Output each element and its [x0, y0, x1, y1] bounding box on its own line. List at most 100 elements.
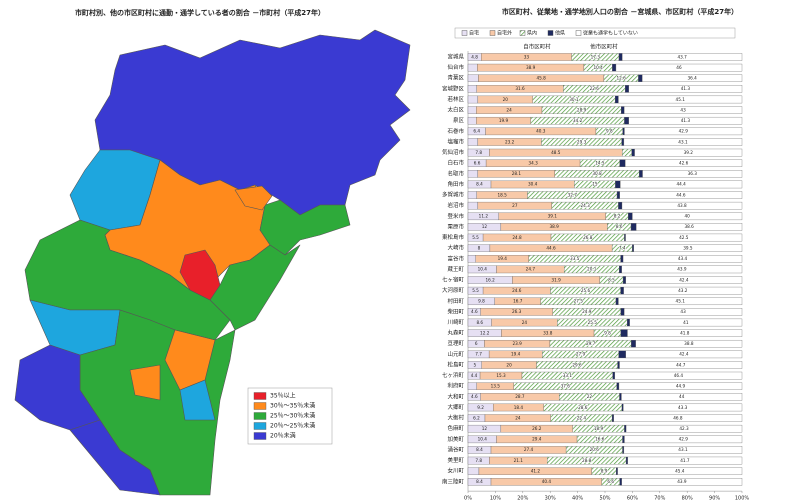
data-label: 25.5 [588, 320, 598, 325]
bar-segment [625, 424, 743, 433]
data-label: 27.5 [574, 299, 584, 304]
bar-segment [627, 329, 743, 337]
data-label: 12 [482, 426, 488, 431]
data-label: 44 [679, 394, 685, 399]
map-region [179, 249, 221, 301]
data-label: 34.2 [573, 118, 583, 123]
bar-segment [625, 159, 743, 167]
data-label: 27.4 [524, 447, 534, 452]
bar-segment [613, 414, 743, 422]
group-label: 自市区町村 [523, 43, 551, 51]
data-label: 15.3 [496, 373, 506, 378]
bar-segment [467, 467, 480, 475]
data-label: 24.8 [512, 235, 522, 240]
map-region [209, 244, 301, 331]
map-legend: 35％以上 30％～35％未満 25％～30％未満 20％～25％未満 20％未満 [253, 392, 315, 440]
data-label: 19.9 [499, 118, 509, 123]
data-label: 28.8 [582, 458, 592, 463]
data-label: 32.7 [568, 192, 578, 197]
data-label: 44.6 [546, 245, 556, 250]
data-label: 43.2 [678, 288, 688, 293]
bar-segment [624, 435, 743, 444]
data-label: 7.8 [475, 150, 482, 155]
data-label: 31.6 [515, 86, 525, 91]
legend-swatch [253, 432, 267, 440]
bar-segment [618, 350, 626, 359]
data-label: 48.5 [551, 150, 561, 155]
data-label: 28.7 [515, 394, 525, 399]
data-label: 4.8 [471, 54, 478, 59]
x-tick-label: 0% [464, 496, 472, 502]
data-label: 42.4 [679, 277, 689, 282]
bar-segment [467, 170, 479, 178]
data-label: 8.4 [476, 447, 483, 452]
y-tick-label: 亘理町 [447, 340, 464, 347]
y-tick-label: 大崎市 [447, 244, 464, 252]
bar-segment [624, 116, 629, 125]
data-label: 10.4 [478, 437, 488, 442]
y-tick-label: 気仙沼市 [442, 148, 465, 156]
bar-segment [615, 63, 743, 72]
data-label: 42.4 [679, 352, 689, 357]
legend-label: 20％未満 [270, 432, 296, 440]
data-label: 38.9 [550, 224, 560, 229]
map-region [69, 419, 161, 496]
data-label: 8.2 [614, 214, 621, 219]
data-label: 9.8 [606, 129, 613, 134]
bar-segment [631, 148, 635, 157]
data-label: 8.9 [601, 468, 608, 473]
y-tick-label: 加美町 [447, 435, 464, 443]
data-label: 29.3 [577, 139, 587, 144]
bar-segment [467, 138, 479, 146]
y-tick-label: 色麻町 [447, 424, 464, 432]
bar-segment [467, 255, 476, 263]
bar-segment [632, 244, 634, 252]
data-label: 43.1 [678, 139, 688, 144]
data-label: 12.6 [617, 76, 627, 81]
data-label: 45.4 [675, 468, 685, 473]
data-label: 44.6 [676, 192, 686, 197]
bar-segment [625, 456, 628, 465]
bar-segment [639, 170, 643, 178]
data-label: 33.1 [563, 373, 573, 378]
data-label: 9.2 [477, 405, 484, 410]
bar-segment [467, 106, 477, 114]
y-tick-label: 大郷町 [447, 403, 464, 411]
bar-segment [628, 212, 633, 221]
data-label: 20 [503, 97, 509, 102]
bar-segment [625, 276, 743, 284]
bar-segment [625, 85, 629, 93]
bar-segment [622, 276, 626, 284]
y-tick-label: 大衡村 [447, 414, 464, 422]
y-tick-label: 多賀城市 [442, 191, 465, 199]
legend-label: 20％～25％未満 [270, 422, 315, 430]
legend-label: 自宅 [469, 30, 479, 37]
data-label: 28.9 [577, 107, 587, 112]
bar-segment [622, 53, 743, 61]
bar-segment [642, 170, 743, 178]
bar-segment [630, 223, 637, 231]
bar-segment [467, 74, 479, 82]
bar-segment [628, 116, 743, 125]
bar-segment [467, 201, 479, 210]
bar-segment [620, 180, 743, 189]
bar-segment [632, 212, 743, 221]
y-tick-label: 角田市 [447, 180, 464, 188]
data-label: 4.4 [471, 373, 478, 378]
bar-segment [611, 414, 614, 422]
data-label: 6.6 [474, 161, 481, 166]
data-label: 5.5 [472, 288, 479, 293]
data-label: 38.6 [684, 224, 694, 229]
data-label: 38.9 [526, 65, 536, 70]
data-label: 6.6 [607, 479, 614, 484]
bar-segment [621, 138, 625, 146]
x-tick-label: 50% [599, 496, 610, 502]
bar-segment [618, 297, 743, 306]
data-label: 22.4 [577, 415, 587, 420]
bar-segment [467, 95, 479, 104]
bar-segment [623, 403, 743, 412]
data-label: 39.1 [548, 214, 558, 219]
data-label: 43 [680, 309, 686, 314]
data-label: 6 [475, 341, 478, 346]
legend-swatch [489, 30, 496, 36]
